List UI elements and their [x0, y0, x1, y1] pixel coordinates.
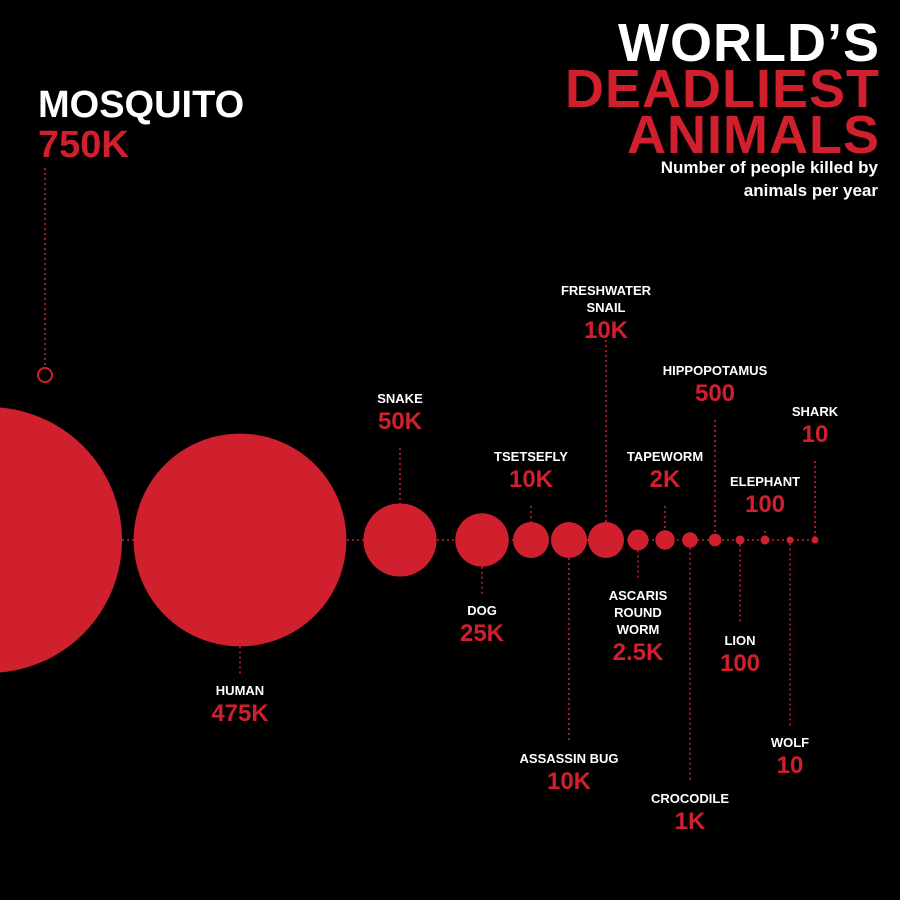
bubble — [133, 433, 347, 647]
animal-value: 10K — [508, 466, 554, 493]
animal-value: 100 — [744, 491, 786, 518]
animal-name: LION — [724, 633, 756, 648]
bubble — [513, 522, 549, 558]
animal-label: CROCODILE 1K — [640, 790, 740, 837]
animal-label: TSETSEFLY 10K — [481, 448, 581, 495]
animal-value: 100 — [719, 650, 761, 677]
animal-label: DOG 25K — [442, 602, 522, 649]
animal-value: 10 — [776, 752, 804, 779]
title-line: WORLD’S — [618, 13, 880, 73]
marker-dot — [37, 367, 53, 383]
title-line: ANIMALS — [627, 105, 880, 165]
animal-name: HUMAN — [215, 683, 265, 698]
subtitle: Number of people killed by animals per y… — [660, 158, 878, 200]
animal-label: TAPEWORM 2K — [615, 448, 715, 495]
animal-name: TSETSEFLY — [494, 449, 568, 464]
bubble — [811, 536, 819, 544]
animal-label: LION 100 — [700, 632, 780, 679]
animal-label: WOLF 10 — [750, 734, 830, 781]
title-line: DEADLIEST — [564, 59, 880, 119]
animal-label: FRESHWATER SNAIL 10K — [551, 282, 661, 346]
animal-name: SNAKE — [377, 391, 423, 406]
animal-name: DOG — [467, 603, 497, 618]
animal-name: SHARK — [791, 404, 839, 419]
animal-value: 500 — [694, 380, 736, 407]
bubble — [588, 522, 624, 558]
bubble — [363, 503, 437, 577]
animal-label: HUMAN 475K — [180, 682, 300, 729]
animal-value: 10K — [546, 768, 592, 795]
animal-value: 2.5K — [612, 639, 664, 666]
animal-value: 50K — [377, 408, 423, 435]
animal-value: 25K — [459, 620, 505, 647]
bubble — [0, 407, 122, 673]
bubble — [708, 533, 722, 547]
bubble — [455, 513, 509, 567]
animal-label: SNAKE 50K — [355, 390, 445, 437]
animal-label: HIPPOPOTAMUS 500 — [650, 362, 780, 409]
animal-value: 475K — [211, 700, 269, 727]
bubble — [627, 529, 649, 551]
bubble — [735, 535, 745, 545]
animal-label: SHARK 10 — [775, 403, 855, 450]
animal-name: ELEPHANT — [729, 474, 801, 489]
bubble — [682, 532, 698, 548]
bubble — [760, 535, 770, 545]
animal-value: 10 — [801, 421, 829, 448]
animal-name: WOLF — [770, 735, 810, 750]
animal-name: MOSQUITO — [38, 84, 245, 126]
animal-name: HIPPOPOTAMUS — [662, 363, 768, 378]
animal-value: 10K — [583, 317, 629, 344]
bubble — [551, 522, 587, 558]
animal-label: ASSASSIN BUG 10K — [509, 750, 629, 797]
animal-name: CROCODILE — [651, 791, 729, 806]
animal-label: ELEPHANT 100 — [715, 473, 815, 520]
animal-value: 750K — [38, 124, 129, 166]
animal-name: ASCARIS ROUND WORM — [608, 588, 668, 637]
animal-value: 2K — [649, 466, 681, 493]
bubble — [786, 536, 794, 544]
animal-name: TAPEWORM — [626, 449, 704, 464]
animal-label: ASCARIS ROUND WORM 2.5K — [593, 587, 683, 668]
animal-label: MOSQUITO 750K — [38, 85, 298, 165]
animal-value: 1K — [674, 808, 706, 835]
bubble — [655, 530, 675, 550]
animal-name: FRESHWATER SNAIL — [560, 283, 652, 315]
animal-name: ASSASSIN BUG — [519, 751, 619, 766]
